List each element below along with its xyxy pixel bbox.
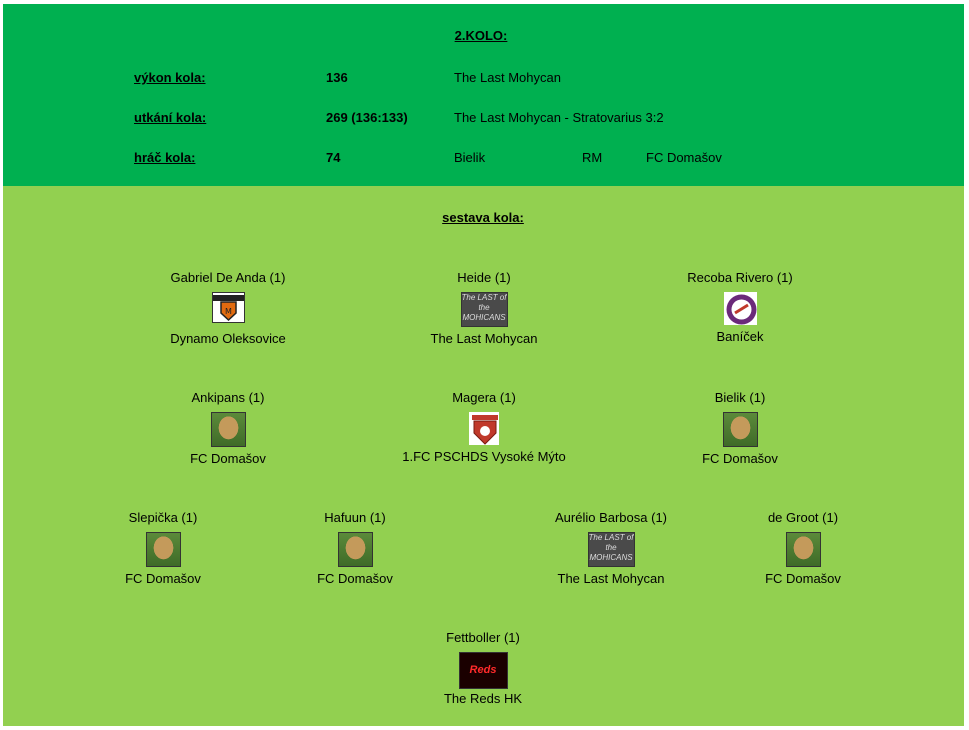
player-name: Aurélio Barbosa (1) bbox=[555, 510, 667, 525]
round-player-name: Bielik bbox=[454, 150, 486, 165]
round-player-label: hráč kola: bbox=[134, 150, 196, 165]
round-player-team: FC Domašov bbox=[646, 150, 722, 165]
player-name: Slepička (1) bbox=[128, 510, 198, 525]
player-name: de Groot (1) bbox=[767, 510, 839, 525]
player-name: Heide (1) bbox=[457, 270, 511, 285]
player-team: The Last Mohycan bbox=[430, 331, 538, 346]
lineup-player-card: Fettboller (1) Reds The Reds HK bbox=[383, 628, 583, 709]
round-performance-team: The Last Mohycan bbox=[454, 70, 561, 85]
player-name: Bielik (1) bbox=[714, 390, 766, 405]
mohican-logo-text: The LAST of the MOHICANS bbox=[461, 293, 507, 322]
player-name: Recoba Rivero (1) bbox=[687, 270, 793, 285]
player-team: FC Domašov bbox=[702, 451, 778, 466]
player-team: 1.FC PSCHDS Vysoké Mýto bbox=[402, 449, 566, 464]
dog-logo-icon bbox=[145, 532, 181, 567]
player-team: Dynamo Oleksovice bbox=[170, 331, 286, 346]
round-player-value: 74 bbox=[326, 150, 341, 165]
player-name: Ankipans (1) bbox=[191, 390, 265, 405]
mohican-logo-icon: The LAST of the MOHICANS bbox=[460, 292, 508, 327]
dog-logo-icon bbox=[722, 412, 758, 447]
player-team: The Reds HK bbox=[443, 691, 523, 706]
lineup-player-card: Slepička (1) FC Domašov bbox=[63, 508, 263, 589]
player-name: Hafuun (1) bbox=[324, 510, 386, 525]
player-name: Fettboller (1) bbox=[446, 630, 520, 645]
dog-logo-icon bbox=[337, 532, 373, 567]
lineup-player-card: Heide (1) The LAST of the MOHICANS The L… bbox=[384, 268, 584, 349]
lineup-panel bbox=[3, 186, 964, 726]
round-performance-label: výkon kola: bbox=[134, 70, 206, 85]
mohican-logo-text: The LAST of the MOHICANS bbox=[588, 533, 634, 562]
lineup-player-card: Magera (1) 1.FC PSCHDS Vysoké Mýto bbox=[384, 388, 584, 467]
reds-logo-text: Reds bbox=[469, 664, 497, 676]
player-team: Baníček bbox=[716, 329, 764, 344]
dynamo-logo-icon: M bbox=[211, 292, 245, 323]
round-summary-panel bbox=[3, 4, 964, 186]
player-team: The Last Mohycan bbox=[557, 571, 665, 586]
round-match-value: 269 (136:133) bbox=[326, 110, 408, 125]
reds-logo-icon: Reds bbox=[458, 652, 508, 689]
player-name: Magera (1) bbox=[452, 390, 516, 405]
round-performance-value: 136 bbox=[326, 70, 348, 85]
mohican-logo-icon: The LAST of the MOHICANS bbox=[587, 532, 635, 567]
player-team: FC Domašov bbox=[125, 571, 201, 586]
lineup-player-card: Recoba Rivero (1) Baníček bbox=[640, 268, 840, 347]
dog-logo-icon bbox=[210, 412, 246, 447]
dog-logo-icon bbox=[785, 532, 821, 567]
lineup-player-card: Hafuun (1) FC Domašov bbox=[255, 508, 455, 589]
player-name: Gabriel De Anda (1) bbox=[170, 270, 286, 285]
svg-text:M: M bbox=[225, 307, 232, 316]
lineup-title: sestava kola: bbox=[442, 210, 524, 225]
pschds-logo-icon bbox=[469, 412, 499, 445]
player-team: FC Domašov bbox=[190, 451, 266, 466]
lineup-player-card: Bielik (1) FC Domašov bbox=[640, 388, 840, 469]
player-team: FC Domašov bbox=[765, 571, 841, 586]
lineup-player-card: de Groot (1) FC Domašov bbox=[703, 508, 903, 589]
round-match-label: utkání kola: bbox=[134, 110, 207, 125]
banicek-logo-icon bbox=[723, 292, 757, 325]
round-title: 2.KOLO: bbox=[454, 28, 508, 43]
lineup-player-card: Gabriel De Anda (1) M Dynamo Oleksovice bbox=[128, 268, 328, 349]
lineup-player-card: Aurélio Barbosa (1) The LAST of the MOHI… bbox=[511, 508, 711, 589]
round-match-teams: The Last Mohycan - Stratovarius 3:2 bbox=[454, 110, 664, 125]
lineup-player-card: Ankipans (1) FC Domašov bbox=[128, 388, 328, 469]
player-team: FC Domašov bbox=[317, 571, 393, 586]
round-player-position: RM bbox=[582, 150, 603, 165]
